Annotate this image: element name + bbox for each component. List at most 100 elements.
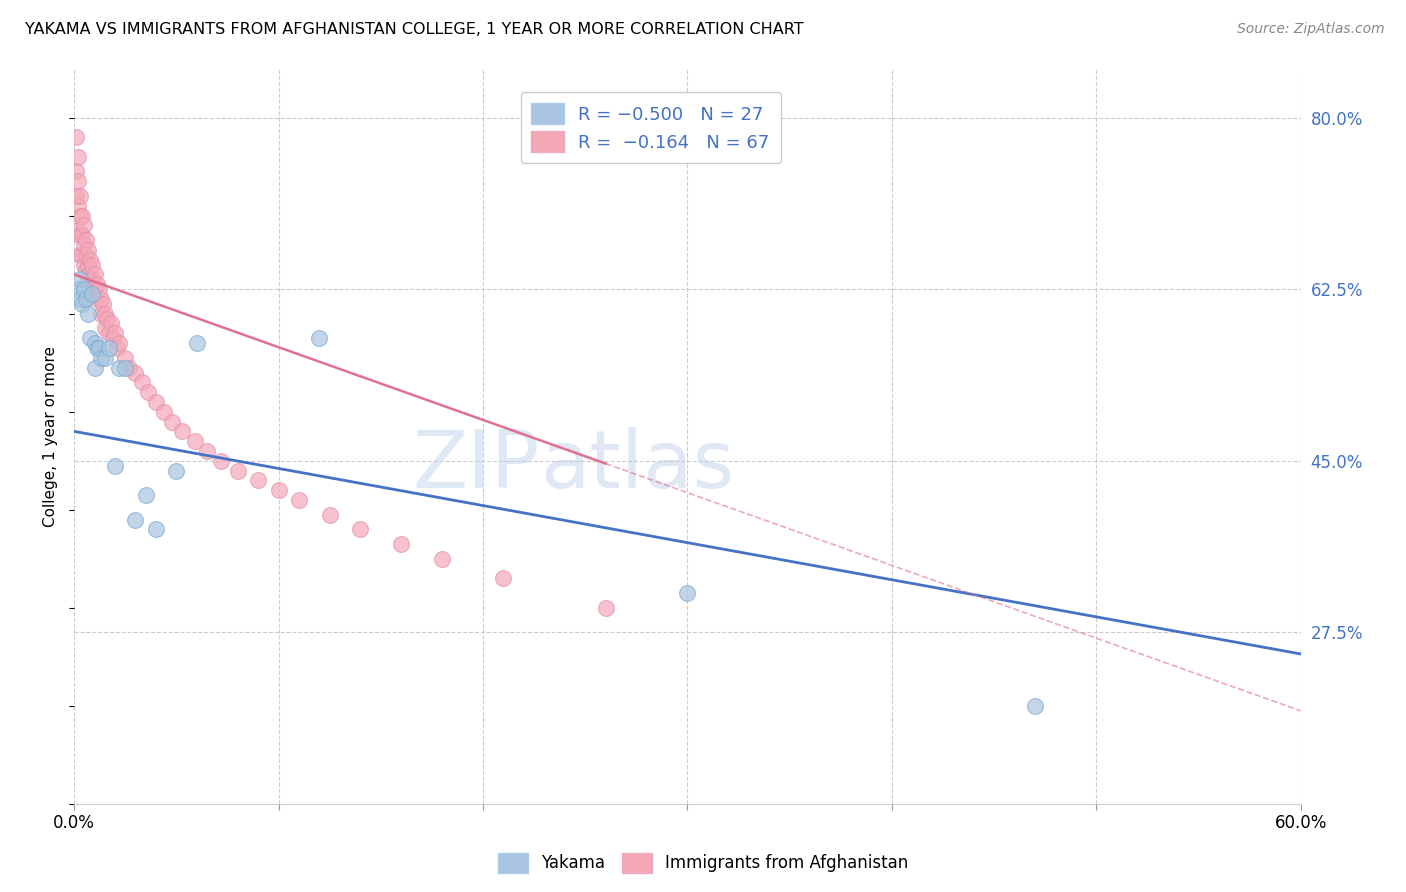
Point: [77, 272, 100, 286]
Point: [67, 199, 90, 213]
Point: [124, 366, 146, 380]
Point: [430, 551, 453, 566]
Point: [69, 209, 91, 223]
Point: [77, 243, 100, 257]
Point: [65, 189, 87, 203]
Point: [124, 513, 146, 527]
Point: [94, 351, 117, 365]
Point: [318, 508, 340, 522]
Point: [86, 292, 108, 306]
Point: [165, 464, 187, 478]
Point: [67, 174, 90, 188]
Point: [195, 444, 218, 458]
Point: [82, 287, 104, 301]
Point: [77, 307, 100, 321]
Point: [105, 341, 128, 355]
Point: [97, 341, 120, 355]
Point: [86, 277, 108, 292]
Point: [72, 248, 94, 262]
Point: [97, 326, 120, 341]
Point: [69, 228, 91, 243]
Point: [172, 425, 194, 439]
Point: [183, 434, 205, 449]
Point: [91, 297, 114, 311]
Point: [65, 130, 87, 145]
Legend: Yakama, Immigrants from Afghanistan: Yakama, Immigrants from Afghanistan: [491, 847, 915, 880]
Point: [73, 219, 96, 233]
Point: [145, 523, 167, 537]
Point: [79, 331, 101, 345]
Point: [83, 336, 105, 351]
Point: [492, 571, 515, 585]
Text: atlas: atlas: [540, 426, 734, 505]
Point: [114, 351, 136, 365]
Point: [65, 164, 87, 178]
Point: [73, 238, 96, 252]
Legend: R = −0.500   N = 27, R =  −0.164   N = 67: R = −0.500 N = 27, R = −0.164 N = 67: [520, 92, 780, 163]
Point: [247, 474, 270, 488]
Text: ZIP: ZIP: [413, 426, 540, 505]
Point: [82, 272, 104, 286]
Point: [79, 268, 101, 282]
Point: [72, 228, 94, 243]
Point: [160, 415, 183, 429]
Point: [86, 341, 108, 355]
Point: [83, 282, 105, 296]
Point: [153, 405, 176, 419]
Point: [67, 282, 90, 296]
Point: [90, 351, 112, 365]
Point: [94, 321, 117, 335]
Point: [75, 248, 97, 262]
Point: [83, 360, 105, 375]
Point: [69, 292, 91, 306]
Point: [69, 272, 91, 286]
Point: [131, 376, 153, 390]
Point: [75, 233, 97, 247]
Point: [96, 311, 118, 326]
Point: [83, 268, 105, 282]
Point: [135, 488, 157, 502]
Point: [75, 292, 97, 306]
Point: [108, 336, 131, 351]
Point: [82, 258, 104, 272]
Point: [288, 493, 311, 508]
Point: [73, 282, 96, 296]
Point: [67, 150, 90, 164]
Point: [349, 523, 371, 537]
Text: YAKAMA VS IMMIGRANTS FROM AFGHANISTAN COLLEGE, 1 YEAR OR MORE CORRELATION CHART: YAKAMA VS IMMIGRANTS FROM AFGHANISTAN CO…: [25, 22, 804, 37]
Point: [114, 360, 136, 375]
Point: [69, 189, 91, 203]
Point: [145, 395, 167, 409]
Point: [226, 464, 249, 478]
Y-axis label: College, 1 year or more: College, 1 year or more: [44, 346, 58, 527]
Point: [77, 258, 100, 272]
Point: [73, 258, 96, 272]
Point: [101, 331, 124, 345]
Point: [308, 331, 330, 345]
Point: [79, 282, 101, 296]
Point: [118, 360, 141, 375]
Point: [87, 341, 110, 355]
Point: [67, 223, 90, 237]
Point: [267, 483, 290, 498]
Point: [79, 252, 101, 267]
Point: [104, 326, 127, 341]
Point: [676, 586, 699, 600]
Point: [1024, 698, 1046, 713]
Point: [69, 248, 91, 262]
Point: [209, 454, 232, 468]
Point: [186, 336, 208, 351]
Point: [72, 209, 94, 223]
Point: [389, 537, 412, 551]
Text: Source: ZipAtlas.com: Source: ZipAtlas.com: [1237, 22, 1385, 37]
Point: [90, 307, 112, 321]
Point: [100, 317, 122, 331]
Point: [72, 297, 94, 311]
Point: [595, 600, 617, 615]
Point: [136, 385, 159, 400]
Point: [94, 307, 117, 321]
Point: [87, 282, 110, 296]
Point: [90, 292, 112, 306]
Point: [104, 458, 127, 473]
Point: [75, 262, 97, 277]
